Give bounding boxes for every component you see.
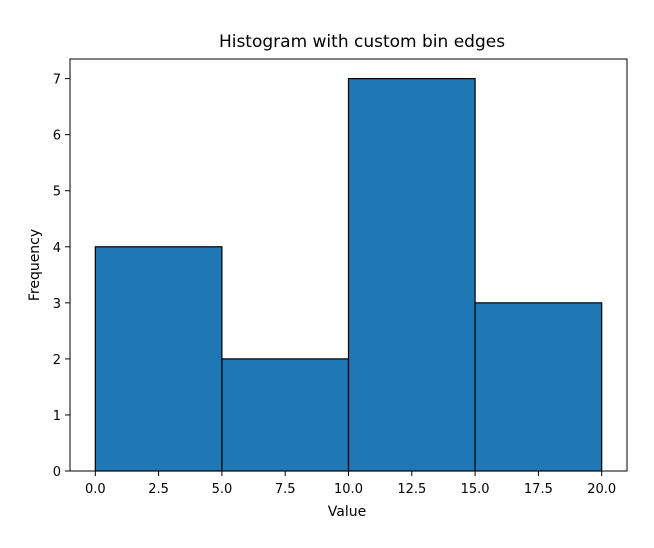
- bars-group: [94, 78, 603, 472]
- histogram-bar-0: [94, 246, 223, 472]
- x-tick-label: 2.5: [148, 482, 169, 497]
- x-tick-label: 7.5: [275, 482, 296, 497]
- histogram-bar-1: [221, 358, 350, 472]
- histogram-bar-3: [474, 302, 603, 472]
- y-tick-label: 6: [53, 129, 61, 144]
- y-ticks-group: 0 1 2 3 4 5 6 7: [53, 73, 70, 480]
- x-tick-label: 17.5: [524, 482, 553, 497]
- x-tick-label: 12.5: [397, 482, 426, 497]
- y-tick-label: 7: [53, 73, 61, 88]
- chart-title: Histogram with custom bin edges: [219, 32, 505, 52]
- x-tick-label: 0.0: [85, 482, 106, 497]
- y-tick-label: 3: [53, 297, 61, 312]
- x-tick-label: 20.0: [587, 482, 616, 497]
- y-axis-label: Frequency: [27, 229, 43, 301]
- x-tick-label: 5.0: [212, 482, 233, 497]
- x-axis-label: Value: [328, 504, 366, 520]
- x-tick-label: 10.0: [334, 482, 363, 497]
- y-tick-label: 4: [53, 241, 61, 256]
- x-ticks-group: 0.0 2.5 5.0 7.5 10.0 12.5 15.0 17.5 20.0: [85, 471, 616, 497]
- histogram-bar-2: [347, 78, 476, 472]
- y-tick-label: 0: [53, 465, 61, 480]
- y-tick-label: 1: [53, 409, 61, 424]
- y-tick-label: 2: [53, 353, 61, 368]
- x-tick-label: 15.0: [461, 482, 490, 497]
- y-tick-label: 5: [53, 185, 61, 200]
